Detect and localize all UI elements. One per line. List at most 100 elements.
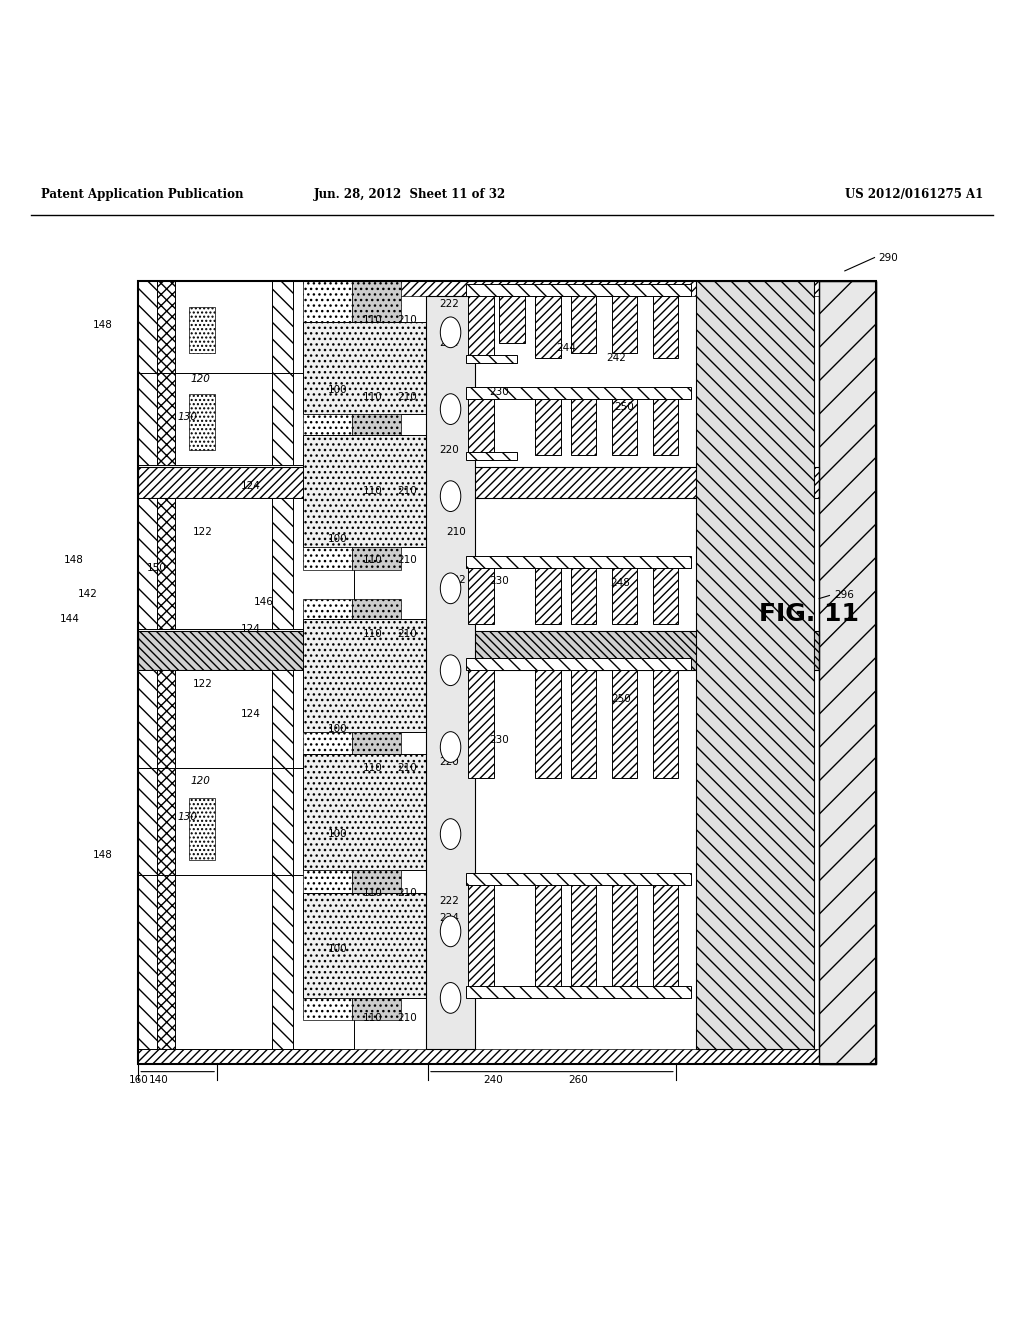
Text: 202: 202 [446,576,466,585]
Text: 142: 142 [78,590,97,599]
Text: 244: 244 [557,343,577,352]
Text: Jun. 28, 2012  Sheet 11 of 32: Jun. 28, 2012 Sheet 11 of 32 [313,187,506,201]
Text: 224: 224 [439,338,459,347]
Text: 100: 100 [328,384,348,395]
Bar [175,498,272,630]
Bar [138,467,819,498]
Bar [352,414,401,434]
Bar [303,434,426,548]
Bar [303,619,426,731]
Text: 290: 290 [879,252,898,263]
Text: 210: 210 [446,527,466,537]
Text: 110: 110 [362,630,382,639]
Bar [536,671,561,777]
Ellipse shape [440,573,461,603]
Bar [189,799,215,859]
Text: 122: 122 [194,678,213,689]
Bar [612,297,637,352]
Text: 224: 224 [439,913,459,923]
Bar [468,886,494,987]
Bar [293,671,354,767]
Bar [466,873,691,886]
Bar [612,399,637,455]
Text: 140: 140 [148,1074,169,1085]
Bar [426,297,475,1049]
Bar [303,870,352,894]
Bar [138,281,819,297]
Bar [571,671,596,777]
Bar [466,355,517,363]
Text: 296: 296 [835,590,854,601]
Text: 124: 124 [241,624,260,635]
Bar [293,875,354,1049]
Bar [466,556,691,568]
Text: 260: 260 [568,1074,589,1085]
Text: 250: 250 [614,403,634,412]
Bar [653,886,679,987]
Bar [612,671,637,777]
Bar [272,374,293,466]
Text: 210: 210 [397,763,417,772]
Bar [157,374,175,466]
Text: 130: 130 [178,812,198,821]
Text: 110: 110 [362,1014,382,1023]
Text: 146: 146 [254,597,273,607]
Text: 110: 110 [362,763,382,772]
Bar [612,568,637,624]
Bar [819,281,876,1064]
Bar [612,886,637,987]
Text: 210: 210 [397,554,417,565]
Text: 110: 110 [362,486,382,496]
Bar [352,548,401,570]
Text: 120: 120 [190,776,210,785]
Text: 110: 110 [362,888,382,899]
Bar [466,453,517,461]
Bar [536,399,561,455]
Bar [272,281,293,374]
Ellipse shape [440,317,461,347]
Bar [303,754,426,870]
Text: 110: 110 [362,315,382,325]
Bar [303,414,352,434]
Bar [468,568,494,624]
Text: 210: 210 [397,630,417,639]
Bar [272,767,293,875]
Text: 220: 220 [439,758,459,767]
Bar [571,393,596,455]
Text: 250: 250 [611,694,631,704]
Bar [303,548,352,570]
Bar [175,374,272,466]
Text: 130: 130 [178,412,198,422]
Bar [293,498,354,630]
Bar [293,281,354,374]
Bar [536,886,561,987]
Text: 110: 110 [362,554,382,565]
Text: 148: 148 [93,850,113,859]
Text: 210: 210 [397,315,417,325]
Bar [466,387,691,399]
Bar [819,281,876,1064]
Bar [138,374,157,466]
Bar [157,671,175,767]
Ellipse shape [440,982,461,1014]
Ellipse shape [440,731,461,763]
Bar [468,399,494,455]
Text: 100: 100 [328,535,348,544]
Text: 242: 242 [606,352,626,363]
Bar [138,281,876,1064]
Text: 210: 210 [397,888,417,899]
Text: 148: 148 [93,321,113,330]
Text: 150: 150 [147,562,167,573]
Text: 222: 222 [439,298,459,309]
Ellipse shape [440,655,461,685]
Bar [272,671,293,767]
Bar [696,281,814,1049]
Text: Patent Application Publication: Patent Application Publication [41,187,244,201]
Text: 124: 124 [241,709,260,719]
Bar [466,284,691,297]
Text: US 2012/0161275 A1: US 2012/0161275 A1 [845,187,983,201]
Text: 230: 230 [488,735,509,744]
Bar [352,281,401,322]
Text: 240: 240 [483,1074,504,1085]
Bar [653,399,679,455]
